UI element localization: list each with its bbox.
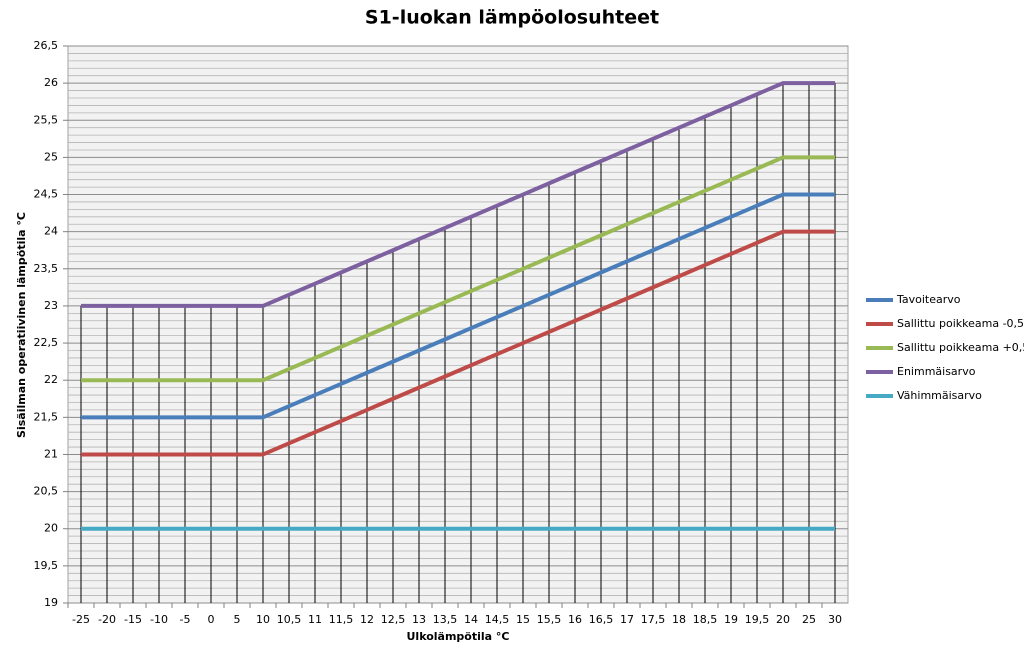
x-tick-label: 20 bbox=[776, 613, 790, 626]
x-tick-label: 14,5 bbox=[485, 613, 510, 626]
x-tick-label: 18 bbox=[672, 613, 686, 626]
x-tick-label: 18,5 bbox=[693, 613, 718, 626]
x-tick-label: 16,5 bbox=[589, 613, 614, 626]
x-tick-label: 17 bbox=[620, 613, 634, 626]
x-tick-label: -20 bbox=[98, 613, 116, 626]
series-line bbox=[81, 81, 835, 308]
x-tick-label: 13 bbox=[412, 613, 426, 626]
series-line bbox=[81, 155, 835, 383]
y-axis-label: Sisäilman operatiivinen lämpötila °C bbox=[15, 212, 28, 438]
x-tick-label: 30 bbox=[828, 613, 842, 626]
y-tick-label: 24 bbox=[44, 225, 58, 238]
x-tick-label: 12,5 bbox=[381, 613, 406, 626]
x-tick-label: 0 bbox=[208, 613, 215, 626]
y-tick-label: 21 bbox=[44, 447, 58, 460]
x-tick-label: 19,5 bbox=[745, 613, 770, 626]
x-tick-label: 16 bbox=[568, 613, 582, 626]
x-tick-label: 19 bbox=[724, 613, 738, 626]
y-tick-label: 25 bbox=[44, 150, 58, 163]
legend-label: Vähimmäisarvo bbox=[897, 389, 982, 402]
x-tick-label: 12 bbox=[360, 613, 374, 626]
y-tick-label: 20,5 bbox=[34, 485, 59, 498]
y-tick-label: 26 bbox=[44, 76, 58, 89]
y-tick-label: 25,5 bbox=[34, 113, 59, 126]
x-tick-label: 14 bbox=[464, 613, 478, 626]
x-tick-label: 10 bbox=[256, 613, 270, 626]
legend-label: Sallittu poikkeama +0,5 bbox=[897, 341, 1024, 354]
y-tick-label: 23,5 bbox=[34, 262, 59, 275]
y-tick-label: 22,5 bbox=[34, 336, 59, 349]
x-tick-label: 17,5 bbox=[641, 613, 666, 626]
legend-label: Enimmäisarvo bbox=[897, 365, 976, 378]
y-tick-label: 22 bbox=[44, 373, 58, 386]
chart-title: S1-luokan lämpöolosuhteet bbox=[365, 7, 659, 29]
y-tick-label: 20 bbox=[44, 522, 58, 535]
x-tick-label: 15 bbox=[516, 613, 530, 626]
y-tick-label: 26,5 bbox=[34, 39, 59, 52]
x-tick-label: -15 bbox=[124, 613, 142, 626]
x-tick-label: -10 bbox=[150, 613, 168, 626]
x-tick-label: 11 bbox=[308, 613, 322, 626]
y-tick-label: 23 bbox=[44, 299, 58, 312]
x-tick-label: 15,5 bbox=[537, 613, 562, 626]
plot-area bbox=[67, 45, 849, 604]
y-tick-label: 19 bbox=[44, 596, 58, 609]
legend-label: Sallittu poikkeama -0,5 bbox=[897, 317, 1024, 330]
y-tick-label: 19,5 bbox=[34, 559, 59, 572]
x-tick-label: 11,5 bbox=[329, 613, 354, 626]
series-line bbox=[81, 229, 835, 457]
x-tick-label: -25 bbox=[72, 613, 90, 626]
x-tick-label: 13,5 bbox=[433, 613, 458, 626]
x-tick-label: 25 bbox=[802, 613, 816, 626]
legend-label: Tavoitearvo bbox=[896, 293, 961, 306]
y-tick-label: 21,5 bbox=[34, 410, 59, 423]
x-tick-label: 10,5 bbox=[277, 613, 302, 626]
series-line bbox=[81, 192, 835, 420]
x-tick-label: 5 bbox=[234, 613, 241, 626]
y-tick-label: 24,5 bbox=[34, 188, 59, 201]
x-axis-label: Ulkolämpötila °C bbox=[407, 630, 510, 643]
x-tick-label: -5 bbox=[180, 613, 191, 626]
